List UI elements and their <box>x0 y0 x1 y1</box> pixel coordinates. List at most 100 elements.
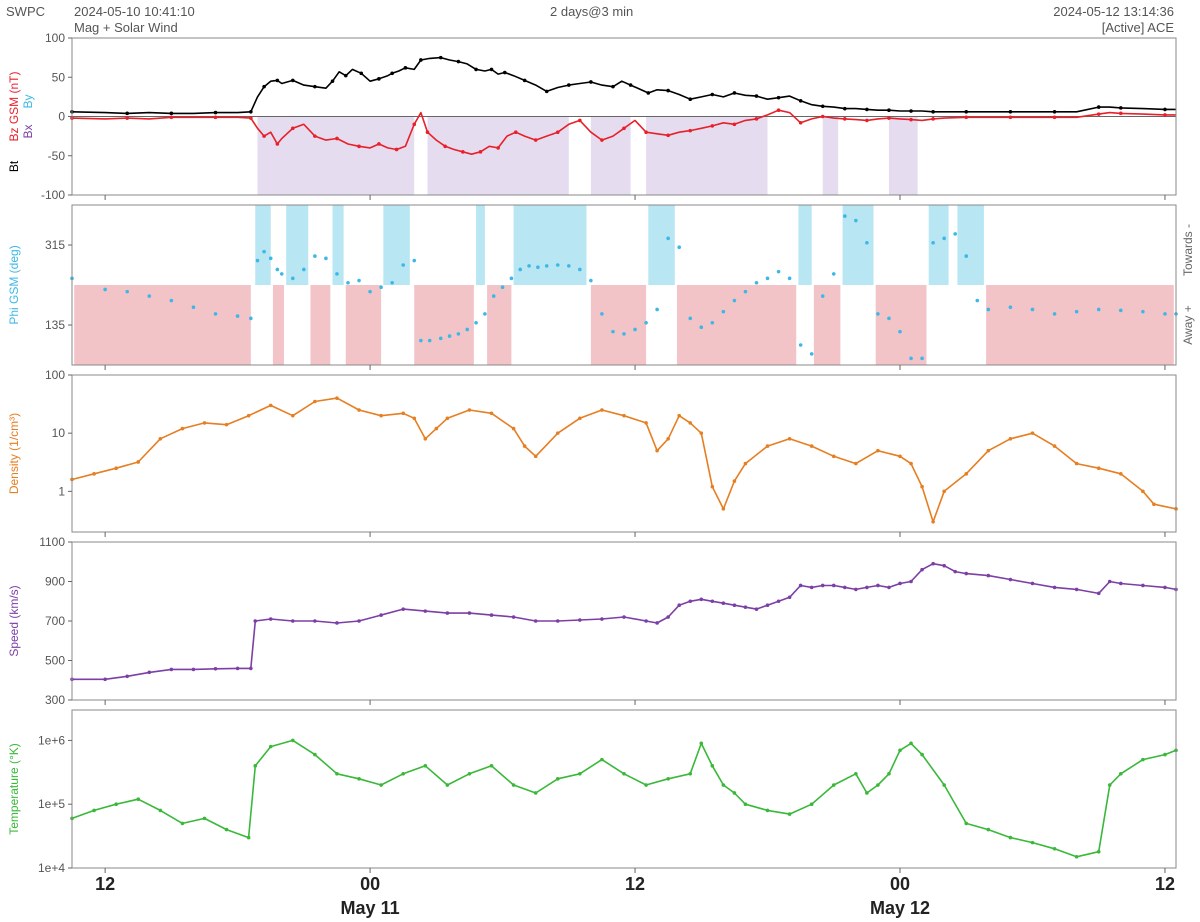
away-shade-9 <box>875 285 927 365</box>
mag-series-bt-point-72 <box>843 106 847 111</box>
mag-series-bz-gsm-point-44 <box>578 118 582 123</box>
speed-series-point-43 <box>820 583 825 588</box>
phi-series-point-16 <box>313 254 317 258</box>
away-shade-6 <box>590 285 647 365</box>
mag-series-bt-point-6 <box>213 110 218 115</box>
density-series-point-40 <box>787 437 792 441</box>
speed-series-point-40 <box>787 595 792 600</box>
density-series-point-53 <box>1030 431 1035 435</box>
mag-series-bt-point-92 <box>1163 107 1167 112</box>
phi-series-point-5 <box>191 305 196 310</box>
mag-series-bt-point-58 <box>688 97 693 102</box>
temperature-series-point-15 <box>379 783 383 787</box>
mag-series-bt-point-22 <box>359 71 364 76</box>
phi-series-point-84 <box>1074 309 1079 314</box>
phi-series-point-66 <box>831 272 836 276</box>
temperature-series-point-57 <box>1163 752 1167 757</box>
temperature-series-point-53 <box>1096 849 1101 854</box>
towards-shade-2 <box>332 205 344 285</box>
density-series-point-45 <box>898 454 902 459</box>
mag-series-bz-gsm-point-2 <box>125 116 129 120</box>
phi-series-point-49 <box>644 320 648 325</box>
mag-series-bz-gsm-point-12 <box>275 142 280 146</box>
density-series-point-9 <box>268 403 273 408</box>
phi-series-point-35 <box>500 285 505 290</box>
phi-series-point-47 <box>622 332 626 336</box>
density-series-point-11 <box>313 399 317 404</box>
mag-series-bt-point-80 <box>931 109 935 114</box>
phi-series-point-20 <box>357 278 361 283</box>
bz-south-shade-4 <box>822 116 839 195</box>
temperature-series-point-44 <box>909 741 913 746</box>
mag-series-bt-point-28 <box>403 66 408 70</box>
speed-series-point-35 <box>732 603 737 607</box>
mag-series-bt-point-88 <box>1096 105 1101 109</box>
speed-series-point-17 <box>423 609 428 613</box>
phi-series-point-61 <box>776 269 781 274</box>
mag-series-bt-point-74 <box>865 107 869 112</box>
phi-series-point-62 <box>787 276 792 281</box>
phi-series-point-42 <box>567 264 571 268</box>
mag-series-bz-gsm-point-10 <box>262 134 266 138</box>
temperature-series-point-7 <box>224 827 229 832</box>
mag-series-bz-gsm-point-62 <box>776 108 781 113</box>
speed-series-point-58 <box>1008 577 1013 582</box>
speed-series-point-46 <box>854 587 858 592</box>
density-series-point-51 <box>986 448 991 453</box>
mag-series-bt-point-14 <box>291 78 295 83</box>
density-series-point-31 <box>666 437 670 441</box>
mag-ytick-label-4: -100 <box>41 188 65 202</box>
away-shade-7 <box>676 285 797 365</box>
away-shade-4 <box>414 285 474 365</box>
temperature-series-point-31 <box>710 764 715 768</box>
speed-series-point-12 <box>313 619 317 623</box>
mag-series-bz-gsm-point-60 <box>754 117 759 121</box>
mag-series-bt-point-10 <box>262 84 266 89</box>
phi-series-point-51 <box>666 236 670 241</box>
density-series-point-56 <box>1096 466 1101 470</box>
temperature-series-point-39 <box>854 771 858 776</box>
phi-series-point-44 <box>589 278 593 283</box>
density-series-point-42 <box>831 454 836 459</box>
phi-series-point-86 <box>1119 308 1123 313</box>
temperature-series-point-17 <box>423 764 428 768</box>
speed-series-point-2 <box>125 674 129 679</box>
phi-series-point-1 <box>103 287 107 292</box>
phi-series-point-10 <box>262 249 266 254</box>
speed-series-point-25 <box>600 617 604 621</box>
towards-shade-9 <box>928 205 949 285</box>
phi-series-point-12 <box>275 267 280 272</box>
mag-series-bz-gsm-point-74 <box>909 117 913 122</box>
temperature-ylabel: Temperature (°K) <box>7 743 21 835</box>
mag-series-bt-point-56 <box>666 88 670 93</box>
speed-series-point-37 <box>754 607 759 611</box>
end-time: 2024-05-12 13:14:36 <box>1053 4 1174 19</box>
density-ytick-label-2: 100 <box>45 368 65 382</box>
speed-series-point-32 <box>699 597 704 602</box>
density-panel-frame <box>71 374 1177 533</box>
mag-ylabel-by: By <box>21 94 35 108</box>
speed-series-point-18 <box>445 611 450 615</box>
mag-series-bt-point-50 <box>611 84 615 89</box>
xtick-date-1: May 11 <box>341 898 400 918</box>
density-series-point-20 <box>467 408 472 412</box>
temperature-series-point-38 <box>831 783 836 787</box>
mag-series-bz-gsm-point-48 <box>622 126 626 131</box>
phi-series-point-46 <box>611 329 615 334</box>
temperature-series-point-52 <box>1074 854 1079 859</box>
phi-series-point-41 <box>555 263 560 267</box>
density-series-point-19 <box>445 416 450 421</box>
mag-ytick-label-2: 0 <box>58 110 65 124</box>
speed-series-point-64 <box>1119 581 1123 586</box>
speed-series-point-49 <box>887 585 891 590</box>
speed-series-point-22 <box>533 619 538 623</box>
speed-series-point-59 <box>1030 581 1035 586</box>
towards-shade-10 <box>957 205 984 285</box>
away-shade-5 <box>487 285 512 365</box>
mag-series-bz-gsm-point-8 <box>249 116 253 120</box>
subtitle: Mag + Solar Wind <box>74 20 178 35</box>
density-series-point-55 <box>1074 461 1079 466</box>
speed-series-point-45 <box>843 585 847 590</box>
mag-series-bz-gsm-point-16 <box>313 134 317 138</box>
phi-series-point-31 <box>465 327 470 332</box>
